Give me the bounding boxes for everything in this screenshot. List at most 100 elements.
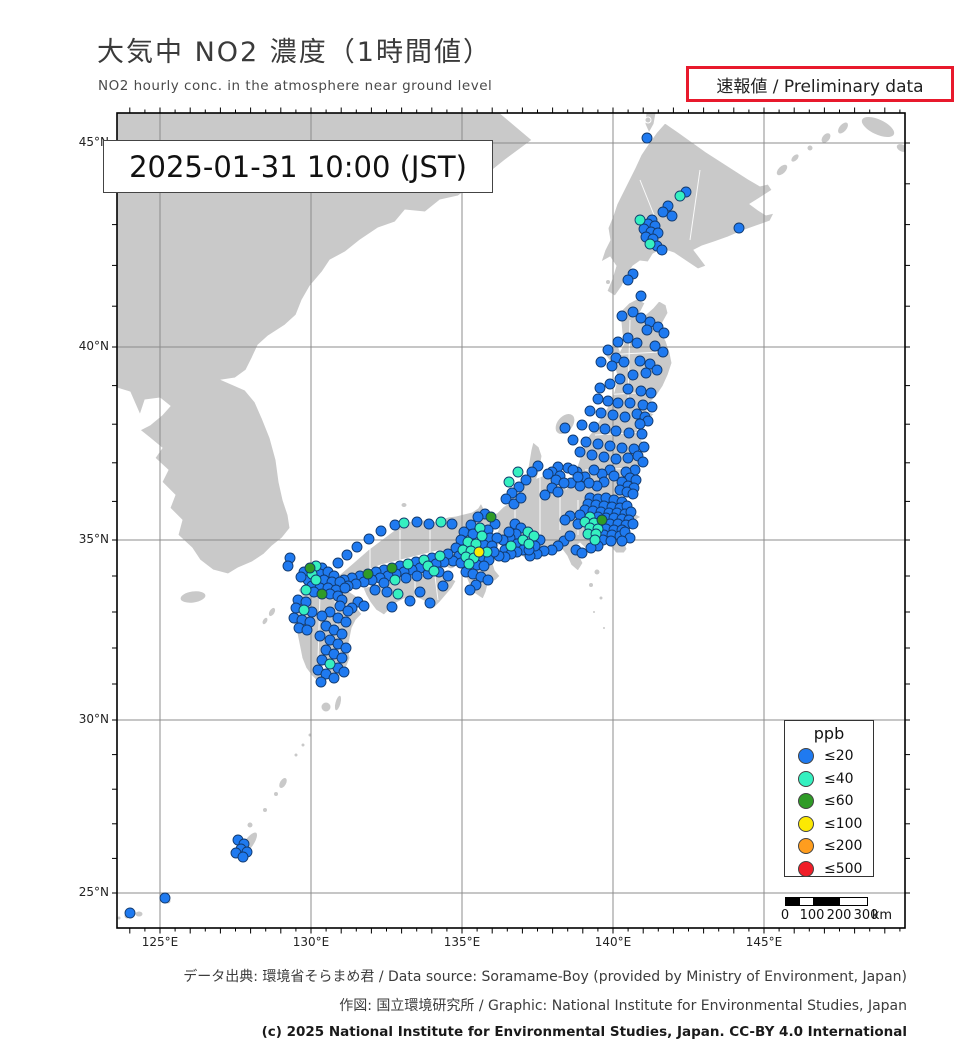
legend-item: ≤40 bbox=[785, 768, 873, 791]
station-dot bbox=[124, 907, 136, 919]
station-dot bbox=[641, 324, 653, 336]
station-dot bbox=[622, 274, 634, 286]
station-dot bbox=[398, 517, 410, 529]
station-dot bbox=[300, 584, 312, 596]
scale-bar-tick-label: 200 bbox=[826, 908, 852, 923]
legend-dot-icon bbox=[798, 770, 814, 787]
station-dot bbox=[358, 600, 370, 612]
station-dot bbox=[442, 570, 454, 582]
station-dot bbox=[606, 360, 618, 372]
station-dot bbox=[392, 588, 404, 600]
station-dot bbox=[616, 535, 628, 547]
station-dot bbox=[314, 630, 326, 642]
station-dot bbox=[437, 580, 449, 592]
station-dot bbox=[616, 442, 628, 454]
land-izu-oshima bbox=[593, 568, 601, 576]
station-dot bbox=[559, 422, 571, 434]
station-dot bbox=[574, 480, 586, 492]
station-dot bbox=[336, 628, 348, 640]
station-dot bbox=[635, 312, 647, 324]
station-dot bbox=[657, 346, 669, 358]
station-dot bbox=[651, 364, 663, 376]
station-dot bbox=[295, 571, 307, 583]
station-dot bbox=[584, 405, 596, 417]
station-dot bbox=[636, 428, 648, 440]
station-dot bbox=[635, 290, 647, 302]
station-dot bbox=[301, 624, 313, 636]
station-dot bbox=[627, 369, 639, 381]
scale-bar-segment bbox=[799, 898, 813, 905]
station-dot bbox=[478, 560, 490, 572]
station-dot bbox=[631, 337, 643, 349]
lat-tick-label: 35°N bbox=[78, 532, 109, 546]
station-dot bbox=[567, 434, 579, 446]
station-dot bbox=[542, 468, 554, 480]
station-dot bbox=[316, 588, 328, 600]
station-dot bbox=[503, 476, 515, 488]
station-dot bbox=[592, 393, 604, 405]
station-dot bbox=[336, 652, 348, 664]
station-dot bbox=[627, 488, 639, 500]
station-dot bbox=[618, 356, 630, 368]
station-dot bbox=[574, 446, 586, 458]
timestamp-box: 2025-01-31 10:00 (JST) bbox=[103, 140, 493, 193]
station-dot bbox=[411, 570, 423, 582]
legend-item: ≤20 bbox=[785, 745, 873, 768]
station-dot bbox=[610, 453, 622, 465]
station-dot bbox=[526, 466, 538, 478]
station-dot bbox=[340, 642, 352, 654]
legend-dot-icon bbox=[798, 815, 814, 832]
station-dot bbox=[523, 538, 535, 550]
station-dot bbox=[414, 586, 426, 598]
station-dot bbox=[572, 471, 584, 483]
scale-bar-tick-label: 0 bbox=[780, 908, 790, 923]
station-dot bbox=[338, 666, 350, 678]
station-dot bbox=[627, 518, 639, 530]
station-dot bbox=[428, 565, 440, 577]
station-dot bbox=[351, 541, 363, 553]
station-dot bbox=[605, 535, 617, 547]
station-dot bbox=[564, 530, 576, 542]
copyright-line: (c) 2025 National Institute for Environm… bbox=[261, 1024, 907, 1040]
station-dot bbox=[604, 378, 616, 390]
land-hokkaido bbox=[600, 122, 775, 297]
graphic-credit: 作図: 国立環境研究所 / Graphic: National Institut… bbox=[339, 998, 907, 1014]
legend-item-label: ≤100 bbox=[824, 815, 863, 832]
scale-bar-tick-label: 100 bbox=[799, 908, 825, 923]
land-jeju bbox=[179, 590, 207, 604]
station-dot bbox=[500, 493, 512, 505]
station-dot bbox=[588, 464, 600, 476]
station-dot bbox=[340, 616, 352, 628]
land-oki bbox=[400, 502, 408, 508]
station-dot bbox=[595, 407, 607, 419]
station-dot bbox=[637, 399, 649, 411]
station-dot bbox=[298, 604, 310, 616]
station-dot bbox=[634, 355, 646, 367]
station-dot bbox=[485, 511, 497, 523]
station-dot bbox=[505, 540, 517, 552]
legend-title: ppb bbox=[813, 724, 845, 743]
legend-item-label: ≤20 bbox=[824, 748, 854, 765]
land-tanegashima bbox=[333, 694, 343, 712]
legend-item: ≤100 bbox=[785, 813, 873, 836]
legend-item: ≤500 bbox=[785, 858, 873, 881]
station-dot bbox=[580, 436, 592, 448]
lat-tick-label: 40°N bbox=[78, 339, 109, 353]
data-source-credit: データ出典: 環境省そらまめ君 / Data source: Soramame-… bbox=[183, 969, 907, 985]
legend-item-label: ≤500 bbox=[824, 860, 863, 877]
station-dot bbox=[503, 526, 515, 538]
station-dot bbox=[328, 672, 340, 684]
station-dot bbox=[627, 306, 639, 318]
station-dot bbox=[389, 519, 401, 531]
station-dot bbox=[375, 525, 387, 537]
station-dot bbox=[362, 568, 374, 580]
station-dot bbox=[666, 210, 678, 222]
station-dot bbox=[604, 440, 616, 452]
scale-bar-segment bbox=[786, 898, 800, 905]
station-dot bbox=[386, 562, 398, 574]
land-rishiri bbox=[644, 116, 652, 124]
station-dot bbox=[446, 518, 458, 530]
lat-tick-label: 45°N bbox=[78, 135, 109, 149]
scale-bar-labels: 0 100 200 300 km bbox=[781, 908, 895, 923]
station-dot bbox=[464, 584, 476, 596]
